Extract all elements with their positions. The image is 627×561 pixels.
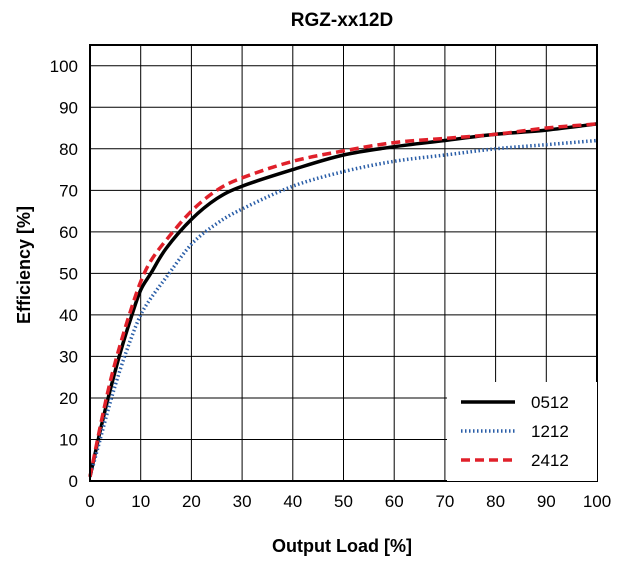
x-tick-label: 20	[182, 492, 201, 511]
y-tick-label: 80	[59, 140, 78, 159]
chart-title: RGZ-xx12D	[291, 10, 393, 31]
x-tick-label: 60	[385, 492, 404, 511]
x-tick-label: 10	[131, 492, 150, 511]
legend: 0512 1212 2412	[447, 382, 597, 481]
y-tick-label: 50	[59, 264, 78, 283]
y-tick-label: 20	[59, 389, 78, 408]
x-tick-label: 80	[486, 492, 505, 511]
x-tick-label: 70	[435, 492, 454, 511]
y-tick-label: 40	[59, 306, 78, 325]
y-tick-label: 10	[59, 430, 78, 449]
plot-frame	[89, 44, 598, 482]
legend-box	[447, 382, 597, 481]
series-lines	[88, 122, 598, 478]
y-tick-label: 30	[59, 347, 78, 366]
y-axis-label: Efficiency [%]	[14, 206, 34, 324]
tick-labels: 0 10 20 30 40 50 60 70 80 90 100 0 10 20 30 40 50 60 70 80 9…	[50, 57, 612, 511]
x-tick-label: 90	[537, 492, 556, 511]
legend-label: 2412	[531, 451, 569, 470]
y-tick-label: 90	[59, 98, 78, 117]
y-tick-label: 0	[69, 472, 78, 491]
series-line-1212	[88, 138, 598, 478]
series-line-0512	[88, 122, 598, 478]
y-tick-label: 100	[50, 57, 78, 76]
x-tick-label: 40	[283, 492, 302, 511]
series-line-2412	[88, 122, 598, 478]
legend-label: 1212	[531, 422, 569, 441]
x-tick-label: 30	[233, 492, 252, 511]
x-tick-label: 0	[85, 492, 94, 511]
legend-label: 0512	[531, 393, 569, 412]
x-tick-label: 50	[334, 492, 353, 511]
y-tick-label: 60	[59, 223, 78, 242]
x-tick-label: 100	[583, 492, 611, 511]
x-axis-label: Output Load [%]	[272, 536, 412, 556]
y-tick-label: 70	[59, 181, 78, 200]
